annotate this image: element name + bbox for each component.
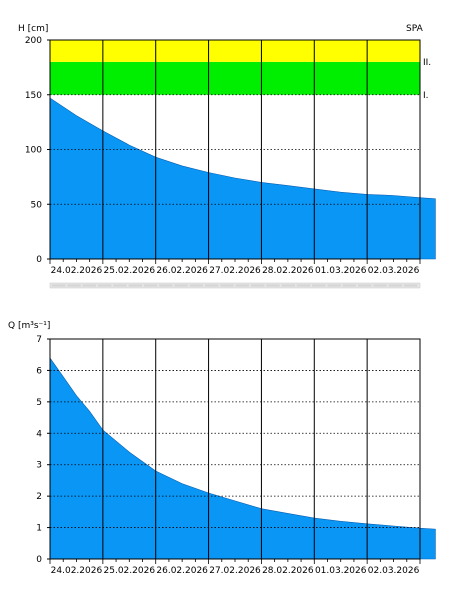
x-tick-label: 26.02.2026 [156,266,208,276]
y-tick-label: 200 [25,36,42,46]
scrollbar-segment [312,284,326,287]
threshold-band-1 [50,61,420,95]
scrollbar-segment [388,284,403,287]
scrollbar-segment [373,284,387,287]
scrollbar-segment [143,284,158,287]
scrollbar-segment [342,284,357,287]
x-tick-label: 28.02.2026 [262,566,314,576]
x-tick-label: 25.02.2026 [104,266,156,276]
x-tick-label: 01.03.2026 [315,566,367,576]
y-tick-label: 4 [36,429,42,439]
x-tick-label: 24.02.2026 [51,266,103,276]
y-axis-label: Q [m³s⁻¹] [8,321,50,331]
scrollbar-segment [281,284,295,287]
y-tick-label: 0 [36,255,42,265]
scrollbar-segment [174,284,188,287]
plot-frame [49,39,421,260]
x-tick-label: 25.02.2026 [104,566,156,576]
x-tick-label: 27.02.2026 [209,266,261,276]
scrollbar-segment [235,284,250,287]
chart-2: 0 1 2 3 4 5 6 7 24.02.2026 25.02.2026 26.02.2026 27… [8,321,436,576]
scrollbar-segment [250,284,265,287]
y-tick-label: 5 [36,398,42,408]
scrollbar-segment [113,284,127,287]
scrollbar-segment [82,284,97,287]
station-badge: SPA [406,24,424,34]
scrollbar-segment [52,284,66,287]
y-tick-label: 6 [36,366,42,376]
scrollbar-segment [296,284,311,287]
x-tick-label: 24.02.2026 [51,566,103,576]
horizontal-scrollbar[interactable] [49,282,421,289]
scrollbar-segment [189,284,204,287]
y-tick-label: 7 [36,335,42,345]
scrollbar-segment [220,284,234,287]
y-tick-label: 50 [31,200,43,210]
x-tick-label: 02.03.2026 [368,266,420,276]
x-tick-label: 01.03.2026 [315,266,367,276]
scrollbar-segment [97,284,112,287]
x-tick-label: 02.03.2026 [368,566,420,576]
plot-frame [49,338,421,560]
scrollbar-segment [266,284,280,287]
y-tick-label: 3 [36,461,42,471]
y-tick-label: 100 [25,146,42,156]
chart-1: I. II. 0 50 100 150 200 24.02.2026 25.02.2026 26.… [18,24,436,276]
threshold-label: II. [423,58,431,68]
scrollbar-segment [358,284,372,287]
y-tick-label: 2 [36,492,42,502]
scrollbar-segment [205,284,219,287]
scrollbar-segment [67,284,81,287]
scrollbar-segment [128,284,142,287]
x-tick-label: 26.02.2026 [156,566,208,576]
y-tick-label: 0 [36,555,42,565]
scrollbar-segment [327,284,341,287]
threshold-band-2 [50,40,420,62]
y-tick-label: 150 [25,91,42,101]
scrollbar-segment [403,284,418,287]
y-axis-label: H [cm] [18,24,48,34]
x-tick-label: 28.02.2026 [262,266,314,276]
x-tick-label: 27.02.2026 [209,566,261,576]
y-tick-label: 1 [36,524,42,534]
scrollbar-segment [159,284,173,287]
threshold-label: I. [423,91,429,101]
